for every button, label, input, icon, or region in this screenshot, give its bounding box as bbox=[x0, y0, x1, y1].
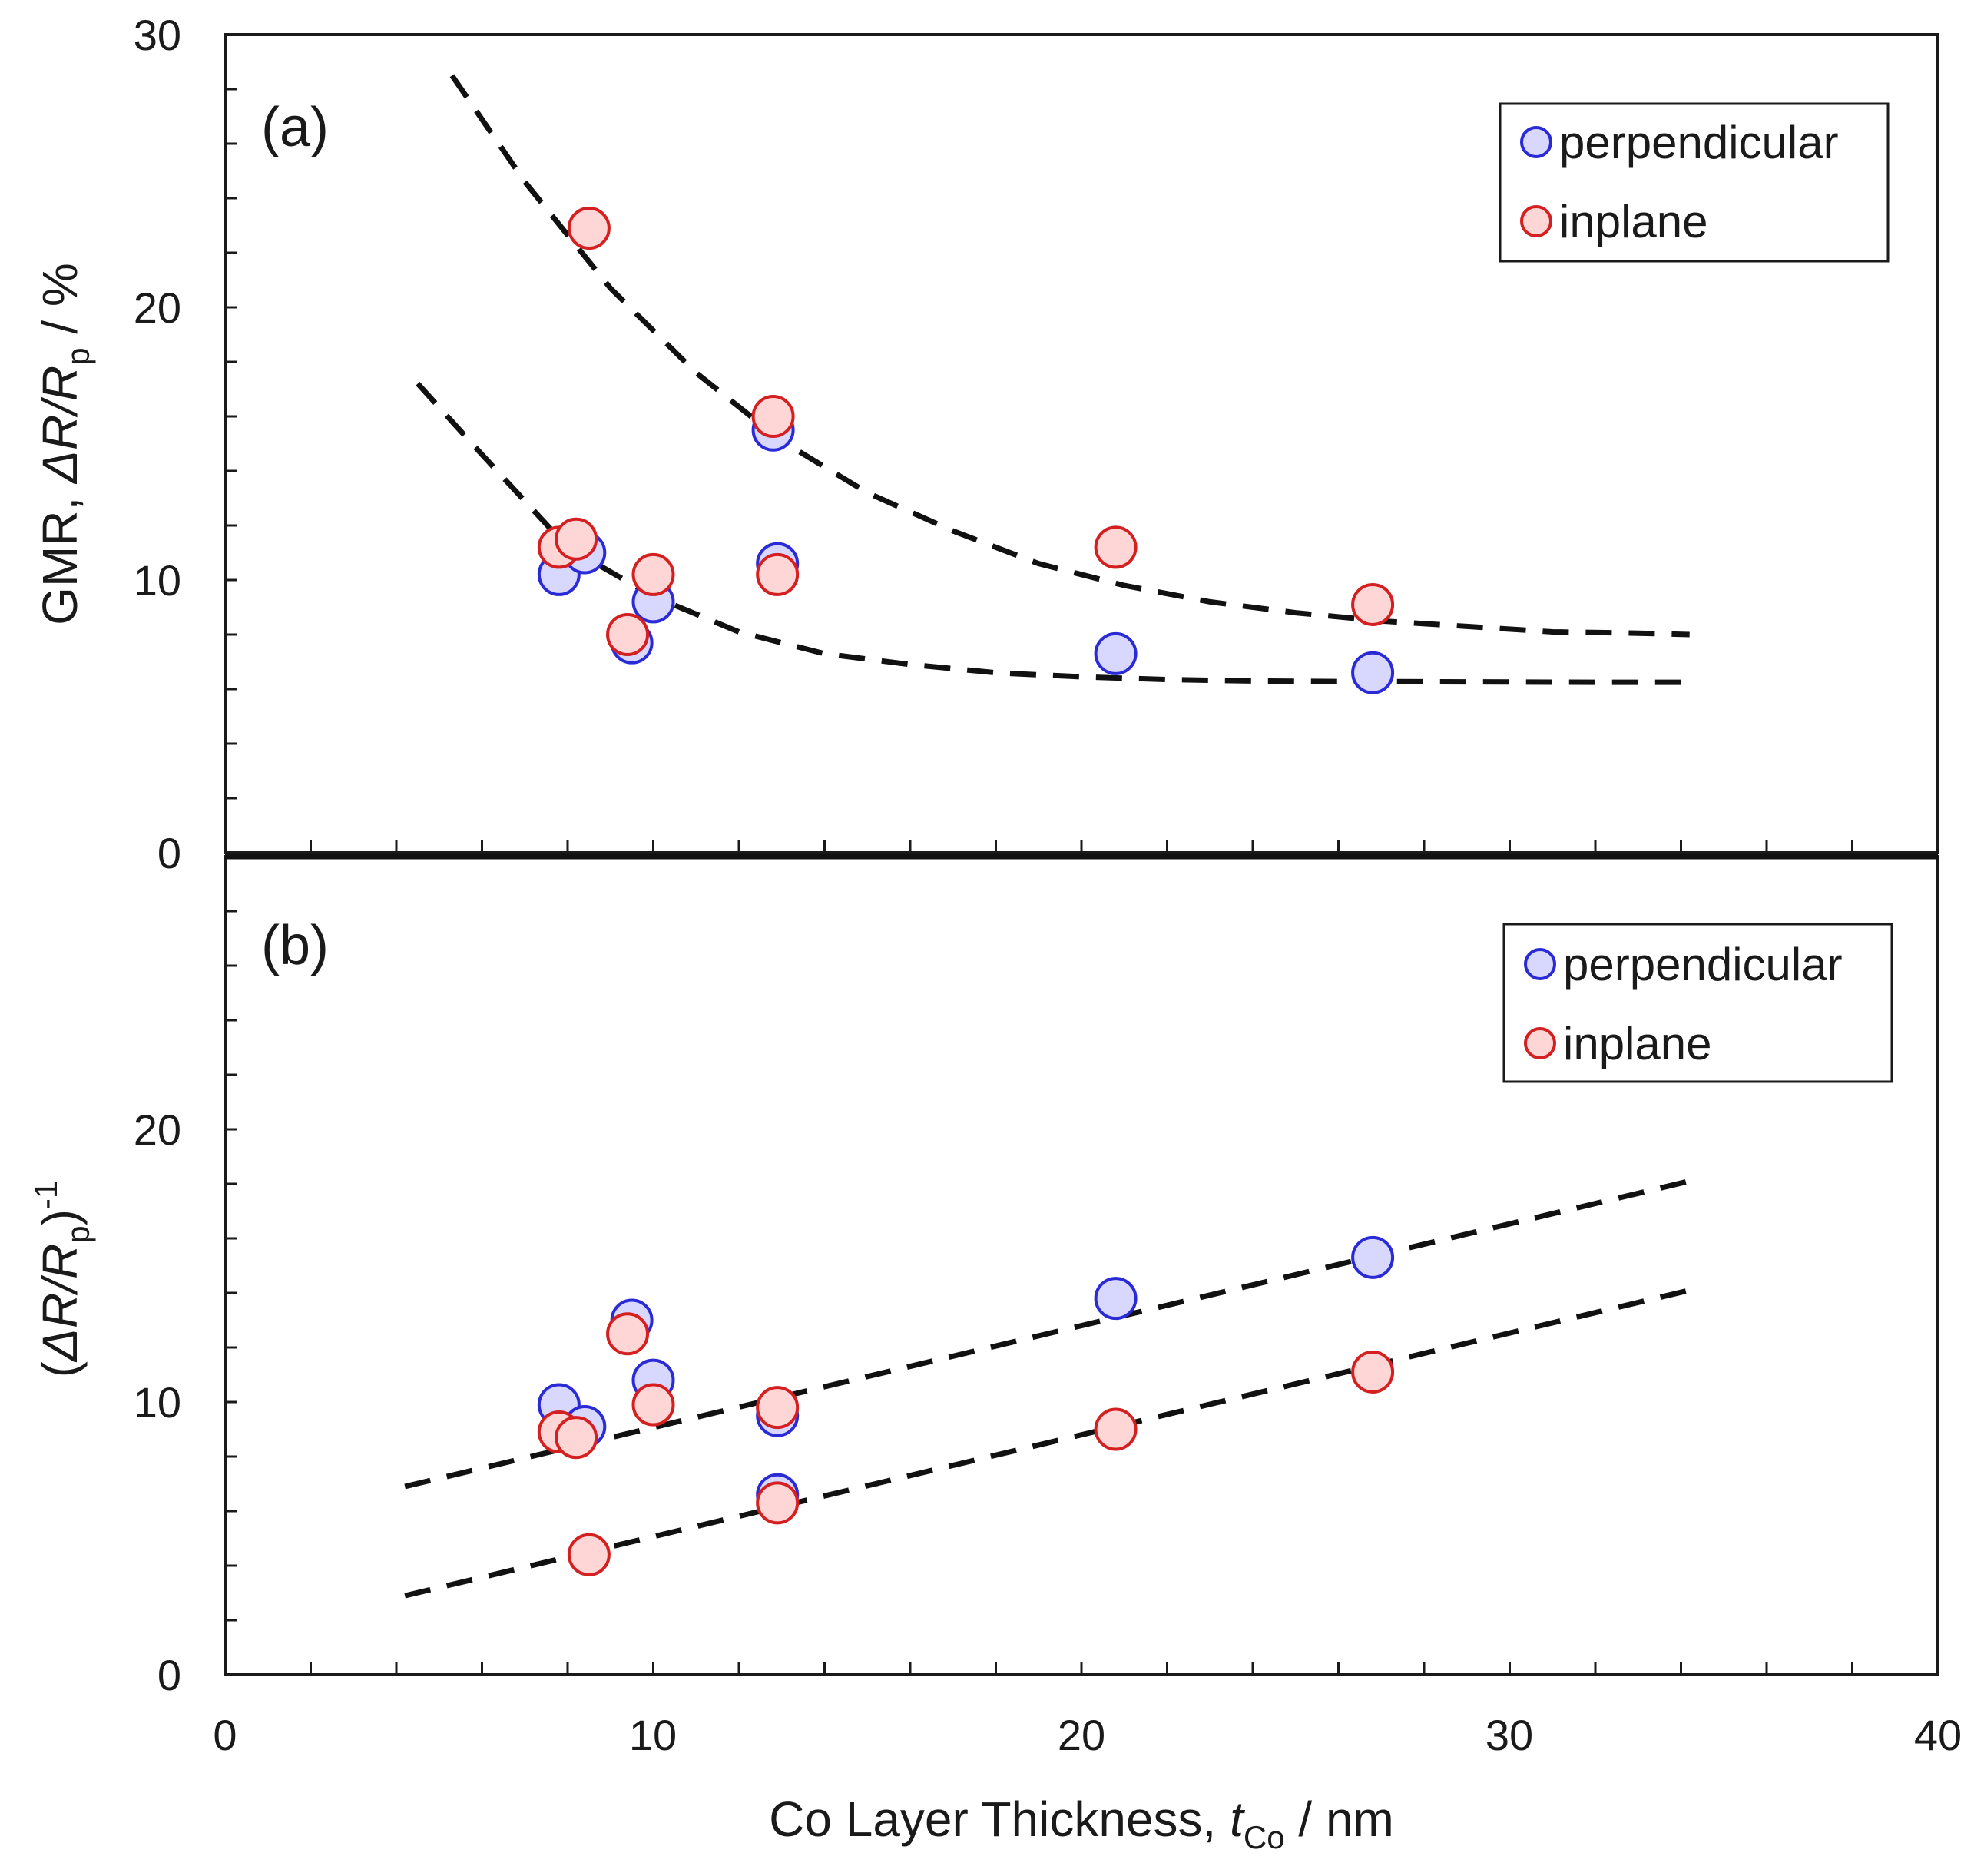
x-axis-title: Co Layer Thickness, tCo / nm bbox=[769, 1791, 1394, 1855]
panel-a-fit-curve-1 bbox=[416, 382, 1690, 685]
ya-tick-label-20: 20 bbox=[134, 283, 181, 332]
x-axis-title-unit: / nm bbox=[1285, 1791, 1394, 1847]
x-axis-title-var: t bbox=[1230, 1791, 1245, 1847]
yb-axis-delta: ΔR/R bbox=[32, 1244, 88, 1363]
legend-b-perpendicular-label: perpendicular bbox=[1563, 939, 1843, 990]
panel-b-inplane-point bbox=[555, 1416, 598, 1460]
ya-tick-label-10: 10 bbox=[134, 556, 181, 605]
legend-b-perpendicular-marker bbox=[1524, 948, 1556, 980]
panel-b-inplane-point bbox=[1094, 1407, 1138, 1451]
yb-axis-close: ) bbox=[32, 1209, 88, 1225]
panel-a-inplane-point bbox=[1094, 525, 1138, 569]
yb-axis-sup: -1 bbox=[28, 1181, 64, 1209]
panel-b-inplane-point bbox=[1351, 1350, 1395, 1394]
yb-axis-title: (ΔR/Rp)-1 bbox=[28, 1181, 96, 1378]
ya-tick-label-0: 0 bbox=[157, 829, 181, 877]
panel-a-inplane-point bbox=[751, 395, 795, 438]
panel-b-label: (b) bbox=[261, 915, 329, 976]
yb-axis-sub: p bbox=[60, 1225, 96, 1243]
panel-b-perpendicular-point bbox=[1351, 1235, 1395, 1279]
ya-axis-sub: p bbox=[60, 347, 96, 365]
panel-a-inplane-point bbox=[606, 613, 650, 656]
panel-a-inplane-point bbox=[1351, 582, 1395, 626]
legend-a-perpendicular-label: perpendicular bbox=[1559, 117, 1839, 168]
legend-b-inplane-label: inplane bbox=[1563, 1018, 1712, 1069]
yb-tick-label-20: 20 bbox=[134, 1105, 181, 1154]
ya-axis-delta: ΔR/R bbox=[32, 366, 88, 485]
ya-tick-label-30: 30 bbox=[134, 11, 181, 59]
legend-a-box bbox=[1499, 102, 1890, 263]
panel-b-inplane-point bbox=[606, 1312, 650, 1356]
x-tick-label-10: 10 bbox=[629, 1711, 677, 1759]
legend-a-inplane-marker bbox=[1520, 205, 1552, 237]
panel-b-fits bbox=[404, 1178, 1691, 1599]
panel-b-perpendicular-point bbox=[1094, 1277, 1138, 1321]
ya-axis-title: GMR, ΔR/Rp / % bbox=[32, 263, 96, 625]
x-axis-title-sub: Co bbox=[1244, 1819, 1285, 1855]
panel-b-inplane-point bbox=[631, 1383, 675, 1427]
panel-a-inplane-point bbox=[631, 552, 675, 596]
panel-b-points bbox=[537, 1235, 1395, 1576]
ya-axis-prefix: GMR, bbox=[32, 483, 88, 625]
panel-a-inplane-point bbox=[756, 552, 800, 596]
panel-a-inplane-point bbox=[555, 517, 598, 561]
x-tick-label-30: 30 bbox=[1486, 1711, 1533, 1759]
panel-b-ticks bbox=[225, 910, 1853, 1675]
x-tick-label-0: 0 bbox=[213, 1711, 237, 1759]
legend-b-box bbox=[1502, 923, 1893, 1083]
yb-tick-label-10: 10 bbox=[134, 1378, 181, 1427]
yb-tick-label-0: 0 bbox=[157, 1651, 181, 1699]
panel-b-inplane-point bbox=[756, 1386, 800, 1430]
x-tick-label-40: 40 bbox=[1914, 1711, 1962, 1759]
panel-a-perpendicular-point bbox=[1094, 631, 1138, 675]
panel-b-inplane-point bbox=[567, 1533, 611, 1576]
legend-b: perpendicular inplane bbox=[1502, 923, 1893, 1083]
panel-a-ticks bbox=[225, 88, 1853, 853]
panel-a-inplane-point bbox=[567, 207, 611, 250]
panel-b-fit-curve-0 bbox=[404, 1178, 1691, 1490]
legend-a-perpendicular-marker bbox=[1520, 126, 1552, 158]
legend-a: perpendicular inplane bbox=[1499, 102, 1890, 263]
panel-a-points bbox=[537, 207, 1395, 694]
legend-b-inplane-marker bbox=[1524, 1027, 1556, 1059]
ya-axis-unit: / % bbox=[32, 263, 88, 347]
panel-a-perpendicular-point bbox=[1351, 651, 1395, 694]
legend-a-inplane-label: inplane bbox=[1559, 196, 1708, 247]
yb-axis-open: ( bbox=[32, 1361, 88, 1377]
panel-a-fits bbox=[416, 74, 1690, 685]
x-tick-label-20: 20 bbox=[1058, 1711, 1105, 1759]
panel-b-fit-curve-1 bbox=[404, 1288, 1691, 1599]
panel-b-inplane-point bbox=[756, 1481, 800, 1525]
panel-a-fit-curve-0 bbox=[449, 74, 1690, 638]
panel-a-label: (a) bbox=[261, 97, 329, 158]
x-axis-title-main: Co Layer Thickness, bbox=[769, 1791, 1230, 1847]
